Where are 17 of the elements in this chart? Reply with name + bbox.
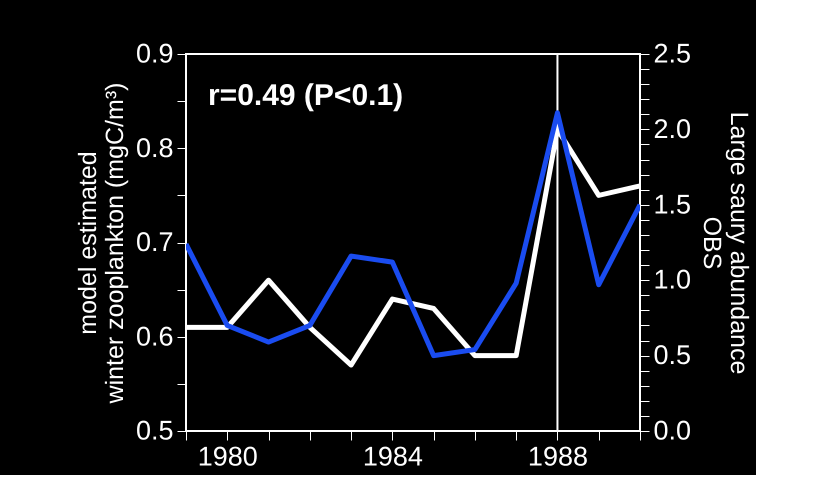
y2-tick-label: 2.0 [654, 114, 692, 144]
y2-tick-label: 0.0 [654, 416, 692, 446]
annotation: r=0.49 (P<0.1) [208, 79, 404, 112]
y-tick-label: 0.7 [136, 227, 174, 257]
x-tick-label: 1984 [362, 442, 423, 472]
y2-tick-label: 0.5 [654, 340, 692, 370]
y2-tick-label: 1.0 [654, 264, 692, 295]
y2-tick-label: 1.5 [654, 189, 692, 220]
y-tick-label: 0.8 [136, 132, 174, 163]
y2-axis-title: Large saury abundance OBS [698, 112, 754, 374]
y-tick-label: 0.9 [136, 38, 174, 68]
x-tick-label: 1988 [528, 442, 588, 472]
x-tick-label: 1980 [198, 442, 258, 472]
y-axis-title: model estimated winter zooplankton (mgC/m³) [74, 82, 129, 404]
y-tick-label: 0.5 [136, 416, 174, 446]
y-tick-label: 0.6 [136, 321, 174, 352]
y2-tick-label: 2.5 [654, 38, 692, 68]
